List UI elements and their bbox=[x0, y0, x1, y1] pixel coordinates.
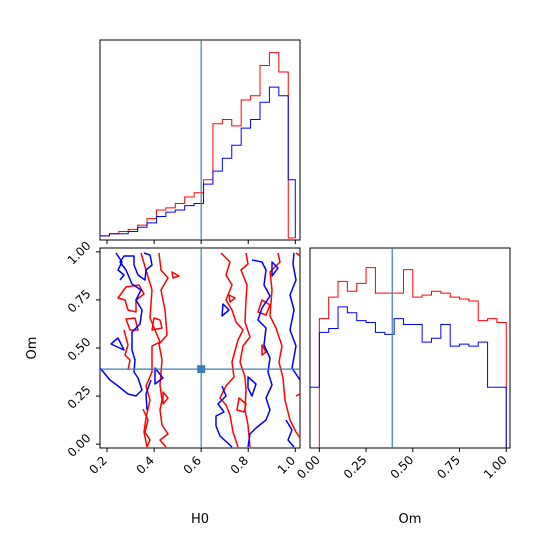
h0-histogram-series-2 bbox=[99, 86, 296, 238]
blue-contour-lines bbox=[99, 252, 301, 448]
om-histogram-x-tick-label: 0.50 bbox=[388, 453, 417, 482]
h0-histogram-series-1 bbox=[99, 52, 296, 239]
om-histogram-series-1 bbox=[318, 267, 507, 448]
contour-y-tick-label: 0.75 bbox=[65, 287, 94, 316]
contour-x-tick-label: 0.6 bbox=[181, 453, 204, 476]
contour-y-tick-label: 0.25 bbox=[65, 383, 94, 412]
red-contour-lines bbox=[117, 252, 301, 448]
contour-y-tick-label: 0.50 bbox=[65, 335, 94, 364]
contour-truth-marker bbox=[197, 365, 206, 374]
x-axis-title-om: Om bbox=[399, 512, 422, 527]
om-histogram-frame bbox=[309, 247, 511, 449]
om-histogram-x-tick-label: 1.00 bbox=[481, 453, 510, 482]
y-axis-title-om: Om bbox=[25, 337, 40, 360]
contour-y-tick-label: 1.00 bbox=[65, 239, 94, 268]
om-histogram-panel: 0.00 0.25 0.50 0.75 1.00 bbox=[294, 247, 511, 482]
contour-x-tick-label: 0.2 bbox=[87, 453, 110, 476]
contour-x-tick-label: 0.4 bbox=[134, 453, 157, 476]
h0-om-contour-panel: 0.2 0.4 0.6 0.8 1.00.000.250.500.751.00 bbox=[65, 239, 301, 477]
om-histogram-x-tick-label: 0.75 bbox=[434, 453, 463, 482]
contour-x-tick-label: 0.8 bbox=[228, 453, 251, 476]
om-histogram-series-2 bbox=[310, 306, 507, 448]
h0-histogram-frame bbox=[99, 39, 301, 241]
om-histogram-x-tick-label: 0.25 bbox=[341, 453, 370, 482]
om-histogram-x-tick-label: 0.00 bbox=[294, 453, 323, 482]
h0-histogram-panel bbox=[99, 39, 301, 244]
contour-y-tick-label: 0.00 bbox=[65, 431, 94, 460]
x-axis-title-h0: H0 bbox=[191, 512, 209, 527]
